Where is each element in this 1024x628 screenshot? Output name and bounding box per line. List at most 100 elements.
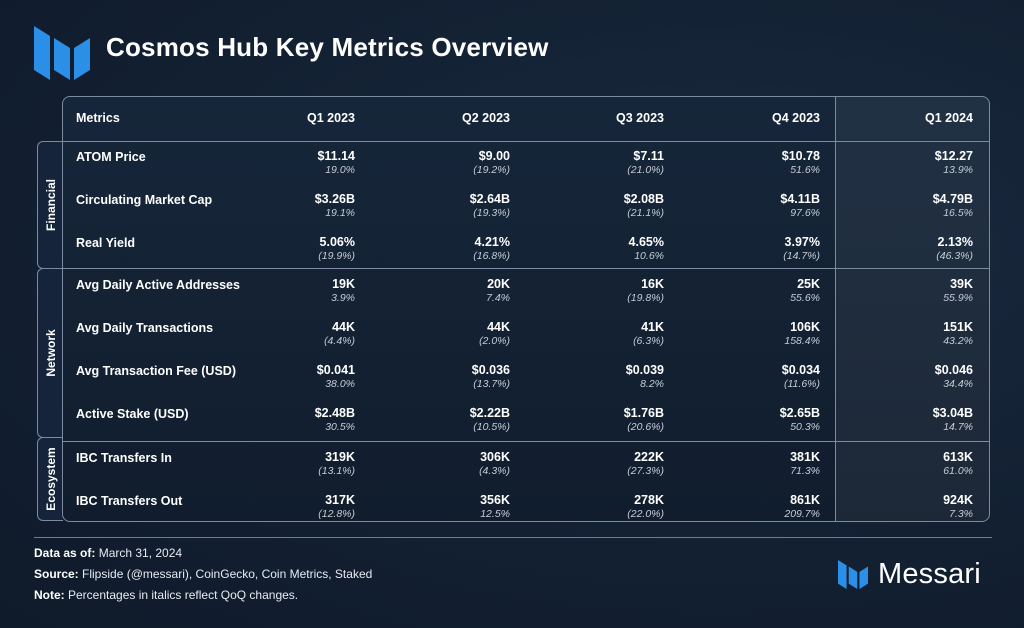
cell-qoq-change: 10.6% (634, 250, 664, 262)
metric-label: ATOM Price (76, 150, 146, 164)
cell-qoq-change: (12.8%) (318, 508, 355, 520)
cell-value: $12.27 (934, 149, 973, 163)
cell-value: 4.21% (474, 235, 510, 249)
column-header-q4-2023: Q4 2023 (772, 111, 820, 125)
cell-qoq-change: (2.0%) (479, 335, 510, 347)
cell-value: $9.00 (478, 149, 510, 163)
cell-value: 319K (325, 450, 355, 464)
cell-value: $4.11B (780, 192, 820, 206)
cell-value: $10.78 (781, 149, 820, 163)
table-cell: 20K 7.4% (390, 277, 510, 305)
data-as-of-value: March 31, 2024 (95, 546, 183, 560)
note-value: Percentages in italics reflect QoQ chang… (64, 588, 299, 602)
cell-value: 20K (487, 277, 510, 291)
cell-qoq-change: (46.3%) (936, 250, 973, 262)
table-row: Avg Transaction Fee (USD) $0.041 38.0% $0.0… (63, 355, 989, 398)
table-header: Metrics Q1 2023 Q2 2023 Q3 2023 Q4 2023 … (63, 97, 989, 142)
metric-label: Avg Daily Transactions (76, 321, 214, 335)
table-cell: 2.13% (46.3%) (853, 235, 973, 263)
table-cell: 356K 12.5% (390, 493, 510, 521)
cell-value: 861K (790, 493, 820, 507)
cell-qoq-change: 7.4% (486, 292, 510, 304)
cell-qoq-change: 19.0% (325, 164, 355, 176)
cell-value: 4.65% (628, 235, 664, 249)
footer-note: Note: Percentages in italics reflect QoQ… (34, 588, 298, 602)
cell-value: 2.13% (937, 235, 973, 249)
cell-value: 317K (325, 493, 355, 507)
metric-label: IBC Transfers In (76, 451, 172, 465)
cell-value: 5.06% (319, 235, 355, 249)
table-cell: 613K 61.0% (853, 450, 973, 478)
cell-value: $0.034 (781, 363, 820, 377)
cell-value: 278K (634, 493, 664, 507)
table-cell: 151K 43.2% (853, 320, 973, 348)
cell-value: 3.97% (784, 235, 820, 249)
section-tab-network: Network (37, 268, 63, 438)
cell-qoq-change: 12.5% (480, 508, 510, 520)
cell-value: 16K (641, 277, 664, 291)
table-cell: 861K 209.7% (700, 493, 820, 521)
section-ecosystem: IBC Transfers In 319K (13.1%) 306K (4.3%) 222… (63, 442, 989, 521)
cell-qoq-change: (16.8%) (473, 250, 510, 262)
source-value: Flipside (@messari), CoinGecko, Coin Met… (78, 567, 373, 581)
table-cell: $0.036 (13.7%) (390, 363, 510, 391)
cell-qoq-change: 30.5% (325, 421, 355, 433)
brand-name: Messari (878, 558, 981, 590)
table-cell: 319K (13.1%) (235, 450, 355, 478)
cell-qoq-change: (4.4%) (324, 335, 355, 347)
section-label: Ecosystem (43, 447, 58, 511)
table-cell: 306K (4.3%) (390, 450, 510, 478)
cell-value: $0.046 (934, 363, 973, 377)
cell-value: $3.04B (932, 406, 973, 420)
table-cell: 5.06% (19.9%) (235, 235, 355, 263)
table-cell: 44K (4.4%) (235, 320, 355, 348)
table-cell: $0.046 34.4% (853, 363, 973, 391)
cell-qoq-change: 50.3% (790, 421, 820, 433)
table-cell: 3.97% (14.7%) (700, 235, 820, 263)
table-row: Avg Daily Transactions 44K (4.4%) 44K (2.0%)… (63, 312, 989, 355)
cell-qoq-change: 34.4% (943, 378, 973, 390)
cell-qoq-change: (27.3%) (627, 465, 664, 477)
table-cell: 106K 158.4% (700, 320, 820, 348)
cell-qoq-change: (21.0%) (627, 164, 664, 176)
messari-logo-icon (838, 560, 868, 589)
cell-qoq-change: (19.8%) (627, 292, 664, 304)
table-cell: $12.27 13.9% (853, 149, 973, 177)
cell-qoq-change: 71.3% (790, 465, 820, 477)
table-cell: 317K (12.8%) (235, 493, 355, 521)
cell-qoq-change: (6.3%) (633, 335, 664, 347)
cell-qoq-change: (19.2%) (473, 164, 510, 176)
cell-value: 44K (487, 320, 510, 334)
cell-qoq-change: 19.1% (325, 207, 355, 219)
highlight-column (835, 97, 989, 521)
table-cell: $10.78 51.6% (700, 149, 820, 177)
cell-value: 924K (943, 493, 973, 507)
section-label: Network (43, 329, 58, 377)
table-row: ATOM Price $11.14 19.0% $9.00 (19.2%) $7.11 (2… (63, 141, 989, 184)
metrics-table: Metrics Q1 2023 Q2 2023 Q3 2023 Q4 2023 … (62, 96, 990, 522)
cell-qoq-change: (21.1%) (627, 207, 664, 219)
cell-value: $11.14 (317, 149, 355, 163)
cell-qoq-change: 3.9% (331, 292, 355, 304)
table-cell: $11.14 19.0% (235, 149, 355, 177)
cell-value: $0.039 (625, 363, 664, 377)
table-cell: 222K (27.3%) (544, 450, 664, 478)
cell-value: 356K (480, 493, 510, 507)
metric-label: Real Yield (76, 236, 136, 250)
page-title: Cosmos Hub Key Metrics Overview (106, 32, 549, 62)
cell-value: 151K (943, 320, 973, 334)
cell-qoq-change: 97.6% (790, 207, 820, 219)
cell-value: $7.11 (633, 149, 664, 163)
cell-value: 306K (480, 450, 510, 464)
table-cell: $0.034 (11.6%) (700, 363, 820, 391)
metric-label: Active Stake (USD) (76, 407, 189, 421)
table-cell: 39K 55.9% (853, 277, 973, 305)
table-cell: $2.22B (10.5%) (390, 406, 510, 434)
footer-divider (34, 537, 992, 538)
table-cell: $3.04B 14.7% (853, 406, 973, 434)
cell-value: 39K (950, 277, 973, 291)
footer-source: Source: Flipside (@messari), CoinGecko, … (34, 567, 372, 581)
cell-qoq-change: (13.7%) (473, 378, 510, 390)
table-cell: 25K 55.6% (700, 277, 820, 305)
table-cell: 16K (19.8%) (544, 277, 664, 305)
